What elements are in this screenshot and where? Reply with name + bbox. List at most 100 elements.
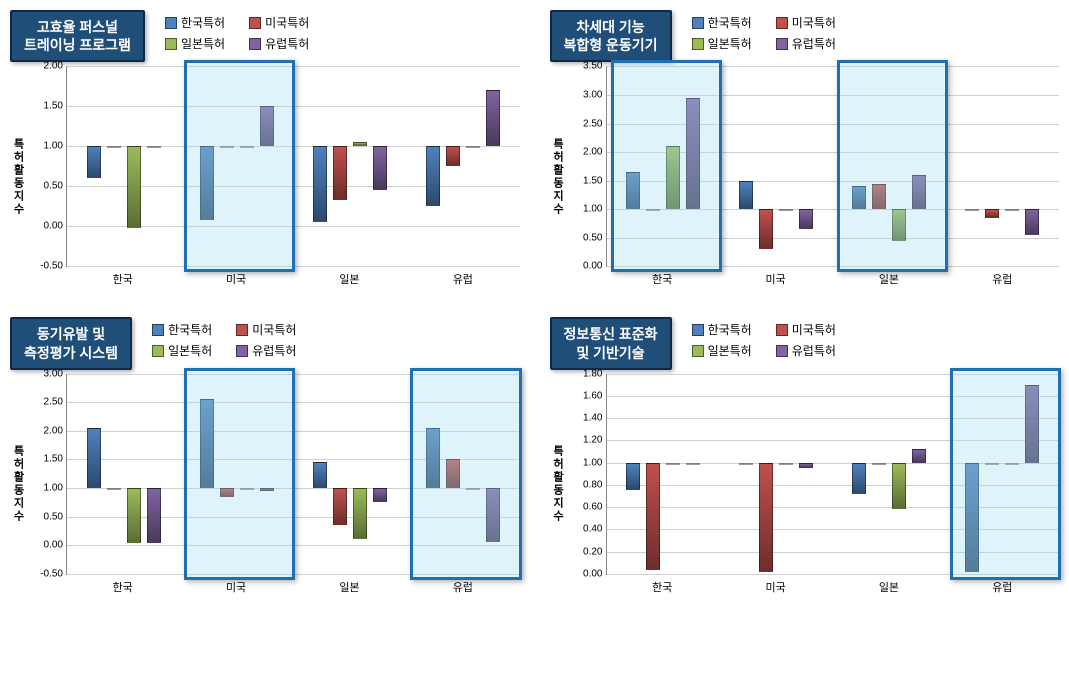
bar-japan [353, 488, 367, 539]
gridline [67, 266, 520, 267]
bar-us [872, 184, 886, 210]
legend-item-us: 미국특허 [776, 14, 836, 31]
legend-swatch-japan [692, 38, 704, 50]
bar-japan [1005, 463, 1019, 465]
bar-group [833, 374, 946, 574]
plot-area: 0.000.200.400.600.801.001.201.401.601.80 [606, 374, 1060, 575]
legend-label-europe: 유럽특허 [252, 342, 296, 359]
bar-europe [147, 488, 161, 543]
chart-panel: 차세대 기능복합형 운동기기한국특허미국특허일본특허유럽특허특허활동지수0.00… [550, 10, 1060, 287]
panel-title: 차세대 기능복합형 운동기기 [550, 10, 672, 62]
y-tick-label: 1.20 [583, 435, 606, 446]
x-label: 유럽 [946, 267, 1059, 287]
legend-label-japan: 일본특허 [708, 35, 752, 52]
bar-group [293, 66, 406, 266]
x-label: 한국 [66, 575, 179, 595]
x-axis-labels: 한국미국일본유럽 [66, 575, 520, 595]
legend-label-korea: 한국특허 [181, 14, 225, 31]
y-tick-label: 1.00 [44, 141, 67, 152]
bar-group [406, 374, 519, 574]
bar-korea [965, 463, 979, 572]
legend-label-europe: 유럽특허 [792, 342, 836, 359]
legend-item-japan: 일본특허 [692, 342, 752, 359]
y-tick-label: 3.50 [583, 61, 606, 72]
legend-item-europe: 유럽특허 [236, 342, 296, 359]
y-tick-label: -0.50 [40, 261, 67, 272]
y-tick-label: 1.80 [583, 368, 606, 379]
legend: 한국특허 미국특허일본특허 유럽특허 [692, 321, 836, 359]
legend-swatch-korea [692, 324, 704, 336]
chart: -0.500.000.501.001.502.002.503.00한국미국일본유… [30, 374, 520, 595]
legend: 한국특허미국특허일본특허유럽특허 [165, 14, 309, 52]
legend-item-japan: 일본특허 [692, 35, 752, 52]
legend-swatch-us [236, 324, 248, 336]
bar-group [833, 66, 946, 266]
bar-us [759, 209, 773, 249]
bar-group [293, 374, 406, 574]
legend-item-us: 미국특허 [236, 321, 296, 338]
x-axis-labels: 한국미국일본유럽 [606, 575, 1060, 595]
legend-item-korea: 한국특허 [165, 14, 225, 31]
bar-europe [799, 209, 813, 229]
bar-japan [779, 209, 793, 211]
bar-korea [87, 428, 101, 488]
bar-europe [912, 175, 926, 209]
chart-wrap: 특허활동지수-0.500.000.501.001.502.002.503.00한… [10, 374, 520, 595]
y-tick-label: 0.00 [583, 568, 606, 579]
y-tick-label: 0.50 [583, 232, 606, 243]
panel-header: 동기유발 및측정평가 시스템한국특허미국특허일본특허유럽특허 [10, 317, 520, 369]
bar-us [220, 146, 234, 148]
x-label: 한국 [606, 267, 719, 287]
legend-item-korea: 한국특허 [692, 321, 752, 338]
bar-korea [739, 463, 753, 465]
bar-korea [200, 146, 214, 220]
legend-swatch-europe [236, 345, 248, 357]
bar-europe [147, 146, 161, 148]
chart: 0.000.200.400.600.801.001.201.401.601.80… [570, 374, 1060, 595]
bar-group [180, 66, 293, 266]
panel-header: 고효율 퍼스널트레이닝 프로그램한국특허미국특허일본특허유럽특허 [10, 10, 520, 62]
bar-europe [799, 463, 813, 469]
legend-swatch-korea [165, 17, 177, 29]
y-tick-label: 2.00 [44, 425, 67, 436]
legend-swatch-europe [776, 345, 788, 357]
y-tick-label: 0.00 [44, 540, 67, 551]
y-tick-label: 0.80 [583, 479, 606, 490]
bar-us [333, 488, 347, 525]
gridline [67, 574, 520, 575]
x-label: 미국 [179, 575, 292, 595]
x-label: 일본 [832, 575, 945, 595]
bar-korea [852, 186, 866, 209]
bar-korea [87, 146, 101, 178]
legend-label-japan: 일본특허 [168, 342, 212, 359]
chart-panel: 동기유발 및측정평가 시스템한국특허미국특허일본특허유럽특허특허활동지수-0.5… [10, 317, 520, 594]
y-tick-label: 0.40 [583, 524, 606, 535]
legend-label-us: 미국특허 [792, 14, 836, 31]
legend-swatch-us [776, 324, 788, 336]
x-label: 미국 [719, 575, 832, 595]
chart-panel: 정보통신 표준화및 기반기술한국특허미국특허일본특허유럽특허특허활동지수0.00… [550, 317, 1060, 594]
x-axis-labels: 한국미국일본유럽 [66, 267, 520, 287]
bar-japan [892, 209, 906, 240]
y-tick-label: 1.00 [583, 457, 606, 468]
panel-title: 동기유발 및측정평가 시스템 [10, 317, 132, 369]
chart-wrap: 특허활동지수-0.500.000.501.001.502.00한국미국일본유럽 [10, 66, 520, 287]
y-tick-label: 1.00 [583, 204, 606, 215]
x-label: 유럽 [406, 267, 519, 287]
bar-us [446, 146, 460, 166]
legend-item-us: 미국특허 [776, 321, 836, 338]
bar-us [446, 459, 460, 488]
bar-europe [1025, 209, 1039, 235]
bar-europe [1025, 385, 1039, 463]
bar-korea [426, 428, 440, 488]
legend-label-korea: 한국특허 [708, 321, 752, 338]
bar-europe [912, 449, 926, 462]
y-tick-label: 2.00 [44, 61, 67, 72]
panel-title: 정보통신 표준화및 기반기술 [550, 317, 672, 369]
bar-group [946, 374, 1059, 574]
bar-japan [240, 488, 254, 490]
bar-japan [127, 488, 141, 543]
y-axis-label: 특허활동지수 [10, 445, 26, 523]
legend-item-europe: 유럽특허 [776, 35, 836, 52]
x-label: 한국 [66, 267, 179, 287]
